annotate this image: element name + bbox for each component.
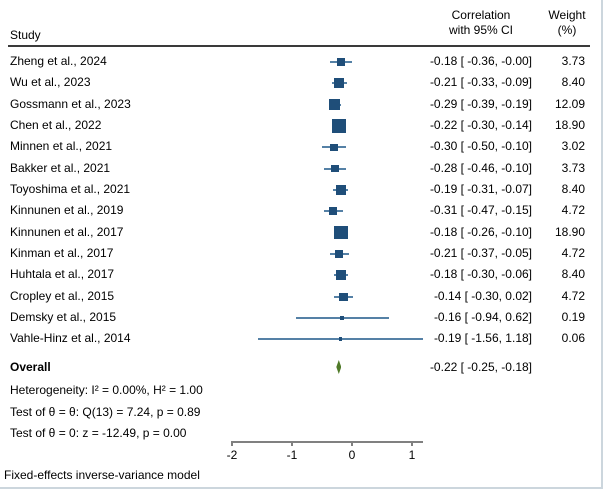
ci-value: -0.19 [ -1.56, 1.18] [433,331,532,346]
weight-value: 3.73 [561,54,585,68]
study-name: Kinnunen et al., 2019 [10,203,124,218]
effect-square-marker [337,58,345,66]
weight-value: 0.06 [561,331,585,346]
effect-column-header-line2: with 95% CI [448,23,514,37]
ci-value: -0.22 [ -0.30, -0.14] [429,117,532,132]
study-name: Kinnunen et al., 2017 [10,224,124,239]
x-axis-tick-label: 0 [348,448,356,462]
effect-square-marker [329,207,338,216]
ci-value: -0.30 [ -0.50, -0.10] [429,139,532,154]
effect-square-marker [335,185,346,195]
overall-label: Overall [10,360,51,374]
x-axis-line [232,441,423,443]
homogeneity-test-stat: Test of θ = θ: Q(13) = 7.24, p = 0.89 [10,405,201,419]
effect-square-marker [339,292,348,301]
weight-value: 4.72 [561,203,585,218]
weight-value: 8.40 [561,267,585,282]
weight-value: 0.19 [561,309,585,324]
ci-value: -0.28 [ -0.46, -0.10] [429,160,532,175]
ci-value: -0.29 [ -0.39, -0.19] [429,96,532,111]
weight-value: 12.09 [554,96,585,111]
x-axis-tick [351,441,353,446]
weight-value: 18.90 [554,224,585,239]
effect-column-header-line1: Correlation [451,8,511,22]
study-name: Bakker et al., 2021 [10,160,111,175]
heterogeneity-stat: Heterogeneity: I² = 0.00%, H² = 1.00 [10,383,203,397]
weight-column-header-line1: Weight [548,8,586,22]
study-name: Huhtala et al., 2017 [10,267,115,282]
effect-column-header: Correlation with 95% CI [426,8,536,38]
weight-value: 3.73 [561,160,585,175]
study-name: Demsky et al., 2015 [10,309,117,324]
ci-value: -0.31 [ -0.47, -0.15] [429,203,532,218]
study-column-header: Study [10,28,41,42]
x-axis-tick-label: -2 [226,448,238,462]
effect-square-marker [338,337,343,342]
weight-value: 3.02 [561,139,585,154]
weight-value: 4.72 [561,245,585,260]
ci-value: -0.18 [ -0.36, -0.00] [429,54,532,68]
weight-value: 4.72 [561,288,585,303]
effect-square-marker [335,249,344,259]
study-name: Kinman et al., 2017 [10,245,114,260]
zero-effect-test-stat: Test of θ = 0: z = -12.49, p = 0.00 [10,426,187,440]
x-axis-tick-label: -1 [286,448,298,462]
weight-value: 8.40 [561,181,585,196]
study-name: Zheng et al., 2024 [10,54,107,68]
ci-value: -0.14 [ -0.30, 0.02] [433,288,532,303]
ci-value: -0.19 [ -0.31, -0.07] [429,181,532,196]
x-axis-tick [411,441,413,446]
effect-square-marker [336,270,347,281]
x-axis-tick-label: 1 [408,448,416,462]
ci-value: -0.18 [ -0.26, -0.10] [429,224,532,239]
weight-column-header-line2: (%) [557,23,577,37]
weight-value: 8.40 [561,75,585,90]
effect-square-marker [334,78,345,89]
ci-value: -0.21 [ -0.33, -0.09] [429,75,532,90]
overall-ci-value: -0.22 [ -0.25, -0.18] [429,360,532,374]
header-rule [8,45,590,47]
x-axis-tick [291,441,293,446]
ci-value: -0.16 [ -0.94, 0.62] [433,309,532,324]
effect-square-marker [332,119,346,133]
study-name: Chen et al., 2022 [10,117,102,132]
study-name: Cropley et al., 2015 [10,288,115,303]
effect-square-marker [331,164,339,173]
effect-square-marker [340,315,345,320]
weight-column-header: Weight (%) [537,8,597,38]
study-name: Vahle-Hinz et al., 2014 [10,331,131,346]
study-name: Minnen et al., 2021 [10,139,113,154]
ci-value: -0.21 [ -0.37, -0.05] [429,245,532,260]
study-name: Gossmann et al., 2023 [10,96,131,111]
weight-value: 18.90 [554,117,585,132]
study-name: Wu et al., 2023 [10,75,91,90]
study-name: Toyoshima et al., 2021 [10,181,131,196]
model-note: Fixed-effects inverse-variance model [4,468,200,482]
effect-square-marker [334,225,348,240]
effect-square-marker [330,143,338,151]
overall-diamond-marker [336,360,342,374]
ci-value: -0.18 [ -0.30, -0.06] [429,267,532,282]
effect-square-marker [328,98,341,111]
x-axis-tick [231,441,233,446]
